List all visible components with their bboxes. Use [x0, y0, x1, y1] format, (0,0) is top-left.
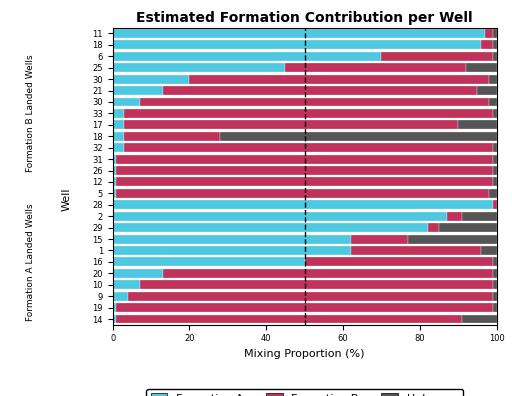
Bar — [124, 143, 493, 152]
Bar — [493, 257, 497, 267]
X-axis label: Mixing Proportion (%): Mixing Proportion (%) — [244, 349, 365, 359]
Bar — [113, 132, 124, 141]
Text: Well: Well — [61, 187, 72, 211]
Bar — [428, 223, 439, 232]
Bar — [113, 303, 117, 312]
Bar — [481, 40, 493, 50]
Bar — [113, 166, 117, 175]
Bar — [493, 166, 497, 175]
Bar — [113, 223, 428, 232]
Bar — [439, 223, 497, 232]
Bar — [286, 63, 466, 72]
Bar — [462, 212, 497, 221]
Bar — [117, 189, 489, 198]
Text: Formation A Landed Wells: Formation A Landed Wells — [26, 203, 35, 321]
Bar — [489, 75, 497, 84]
Bar — [113, 292, 128, 301]
Bar — [481, 246, 497, 255]
Bar — [493, 154, 497, 164]
Bar — [351, 246, 481, 255]
Bar — [113, 212, 446, 221]
Title: Estimated Formation Contribution per Well: Estimated Formation Contribution per Wel… — [136, 11, 473, 25]
Bar — [113, 200, 493, 209]
Bar — [489, 97, 497, 107]
Bar — [128, 292, 493, 301]
Bar — [493, 143, 497, 152]
Bar — [493, 292, 497, 301]
Bar — [493, 40, 497, 50]
Bar — [139, 280, 493, 289]
Bar — [113, 177, 117, 187]
Bar — [493, 303, 497, 312]
Bar — [113, 75, 189, 84]
Bar — [113, 109, 124, 118]
Bar — [163, 269, 493, 278]
Legend: Formation A, Formation B, Unknown: Formation A, Formation B, Unknown — [146, 388, 463, 396]
Bar — [139, 97, 489, 107]
Bar — [113, 29, 485, 38]
Bar — [493, 269, 497, 278]
Bar — [113, 154, 117, 164]
Bar — [163, 86, 477, 95]
Bar — [113, 234, 351, 244]
Bar — [113, 63, 286, 72]
Bar — [113, 40, 481, 50]
Bar — [113, 269, 163, 278]
Bar — [305, 257, 493, 267]
Bar — [113, 120, 124, 129]
Bar — [117, 303, 493, 312]
Bar — [113, 246, 351, 255]
Bar — [113, 52, 381, 61]
Bar — [113, 280, 139, 289]
Bar — [113, 86, 163, 95]
Bar — [124, 132, 220, 141]
Bar — [489, 189, 497, 198]
Bar — [351, 234, 408, 244]
Bar — [493, 280, 497, 289]
Bar — [117, 177, 493, 187]
Text: Formation B Landed Wells: Formation B Landed Wells — [26, 55, 35, 172]
Bar — [466, 63, 497, 72]
Bar — [493, 109, 497, 118]
Bar — [381, 52, 493, 61]
Bar — [485, 29, 493, 38]
Bar — [113, 189, 117, 198]
Bar — [113, 143, 124, 152]
Bar — [409, 234, 497, 244]
Bar — [113, 97, 139, 107]
Bar — [113, 314, 117, 324]
Bar — [124, 109, 493, 118]
Bar — [493, 52, 497, 61]
Bar — [117, 154, 493, 164]
Bar — [124, 120, 458, 129]
Bar — [117, 314, 462, 324]
Bar — [462, 314, 497, 324]
Bar — [493, 200, 497, 209]
Bar — [117, 166, 493, 175]
Bar — [113, 257, 305, 267]
Bar — [220, 132, 497, 141]
Bar — [493, 177, 497, 187]
Bar — [493, 29, 497, 38]
Bar — [189, 75, 489, 84]
Bar — [477, 86, 497, 95]
Bar — [446, 212, 462, 221]
Bar — [458, 120, 497, 129]
